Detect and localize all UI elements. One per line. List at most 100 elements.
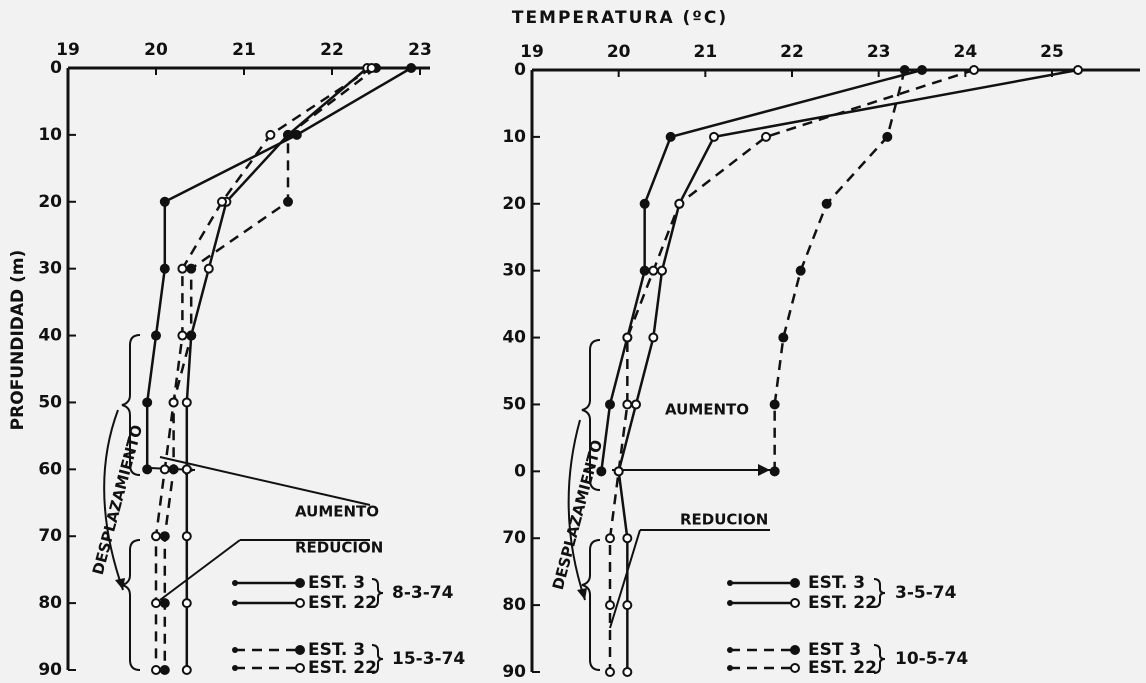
data-point — [613, 466, 624, 477]
data-point — [605, 399, 615, 410]
data-point — [406, 63, 417, 73]
data-point — [203, 263, 214, 274]
x-tick-label: 19 — [56, 40, 80, 60]
arrow-line — [159, 456, 371, 506]
data-point — [283, 196, 293, 207]
x-tick-label: 20 — [607, 42, 631, 62]
data-point — [631, 399, 641, 410]
x-tick-label: 22 — [320, 40, 344, 60]
legend-label: EST. 22 — [308, 593, 377, 613]
data-point — [639, 198, 650, 209]
legend-marker — [790, 598, 800, 608]
x-tick-label: 21 — [693, 42, 717, 62]
data-point — [159, 531, 170, 542]
data-point — [622, 399, 633, 410]
legend-label: EST. 22 — [808, 658, 877, 678]
data-point — [159, 598, 170, 609]
data-point — [168, 464, 179, 475]
data-point — [769, 466, 780, 477]
data-point — [882, 131, 893, 142]
legend-marker — [295, 578, 305, 588]
data-point — [761, 131, 771, 142]
arrow-head — [577, 588, 587, 600]
data-point — [186, 330, 197, 341]
data-point — [142, 397, 153, 408]
data-point — [917, 65, 927, 75]
data-point — [622, 667, 633, 677]
legend-marker — [790, 578, 800, 588]
legend-label: EST. 22 — [808, 593, 877, 613]
y-tick-label: 10 — [38, 125, 62, 145]
brace — [581, 339, 601, 491]
arrow-line — [609, 529, 770, 629]
legend-marker — [727, 580, 733, 586]
data-point — [821, 198, 832, 209]
x-tick-label: 21 — [232, 40, 256, 60]
legend-marker — [295, 645, 305, 655]
legend-date: 15-3-74 — [392, 649, 465, 669]
legend-label: EST. 3 — [808, 573, 865, 593]
data-point — [648, 332, 659, 343]
legend-label: EST. 3 — [308, 640, 365, 660]
y-tick-label: 30 — [38, 259, 62, 279]
y-tick-label: 50 — [38, 392, 62, 412]
y-tick-label: 80 — [502, 595, 526, 615]
data-point — [709, 131, 719, 142]
legend-label: EST. 22 — [308, 658, 377, 678]
data-point — [1073, 65, 1083, 75]
y-tick-label: 40 — [502, 328, 526, 348]
profile-line — [185, 67, 369, 670]
data-point — [159, 196, 170, 207]
legend-marker — [232, 665, 238, 671]
legend-label: EST 3 — [808, 640, 861, 660]
y-tick-label: 50 — [502, 394, 526, 414]
data-point — [674, 198, 685, 209]
y-tick-label: 40 — [38, 326, 62, 346]
annotation: REDUCION — [295, 539, 383, 557]
x-tick-label: 20 — [144, 40, 168, 60]
data-point — [605, 533, 615, 544]
y-tick-label: 90 — [38, 660, 62, 680]
data-point — [181, 464, 192, 475]
data-point — [151, 665, 161, 675]
data-point — [366, 63, 377, 73]
profile-line — [154, 66, 373, 670]
displacement-arrow — [103, 409, 124, 591]
legend-label: EST. 3 — [308, 573, 365, 593]
y-tick-label: 90 — [502, 662, 526, 682]
arrow-line — [159, 539, 370, 601]
legend-brace — [371, 644, 384, 674]
y-tick-label: 10 — [502, 127, 526, 147]
data-point — [622, 332, 633, 343]
displacement-arrow — [567, 419, 586, 601]
legend-date: 3-5-74 — [895, 583, 957, 603]
x-tick-label: 22 — [780, 42, 804, 62]
x-tick-label: 19 — [520, 42, 544, 62]
legend-brace — [873, 644, 886, 674]
data-point — [168, 397, 179, 408]
profile-line — [617, 68, 1079, 672]
data-point — [648, 265, 659, 276]
brace — [581, 539, 601, 671]
y-tick-label: 30 — [502, 261, 526, 281]
y-tick-label: 20 — [38, 192, 62, 212]
data-point — [596, 466, 607, 477]
data-point — [181, 598, 192, 609]
data-point — [665, 131, 676, 142]
data-point — [159, 263, 170, 274]
profile-line — [163, 67, 377, 670]
data-point — [181, 665, 192, 675]
data-point — [639, 265, 650, 276]
data-point — [291, 129, 302, 140]
x-axis-label: TEMPERATURA (ºC) — [512, 8, 728, 28]
y-tick-label: 70 — [502, 528, 526, 548]
data-point — [181, 531, 192, 542]
data-point — [778, 332, 789, 343]
y-tick-label: 60 — [38, 459, 62, 479]
x-tick-label: 25 — [1040, 42, 1064, 62]
data-point — [283, 129, 293, 140]
arrow-head — [758, 464, 770, 476]
data-point — [769, 399, 780, 410]
data-point — [605, 600, 615, 611]
legend-brace — [873, 578, 886, 608]
